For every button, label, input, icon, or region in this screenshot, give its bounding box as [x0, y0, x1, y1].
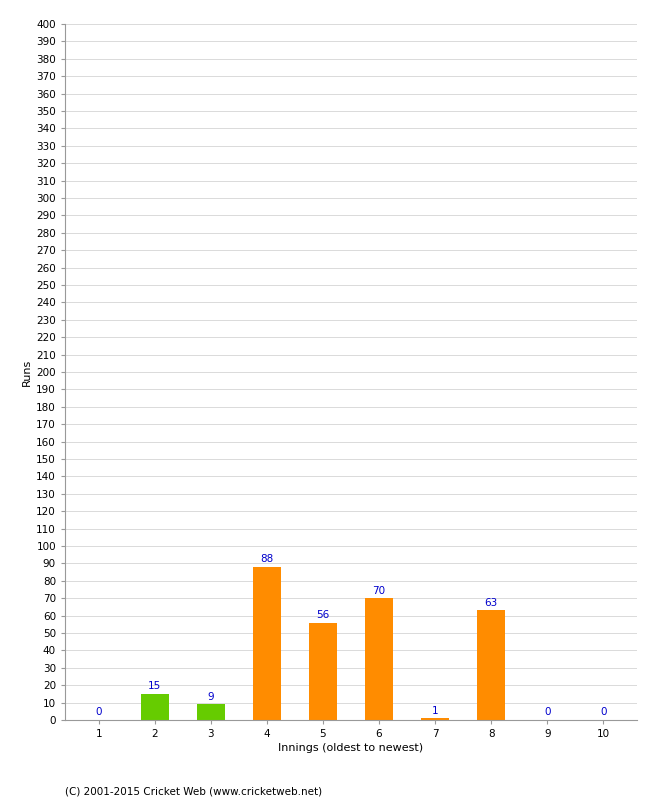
Text: 0: 0: [544, 707, 551, 718]
Bar: [197, 704, 225, 720]
Text: 0: 0: [600, 707, 606, 718]
Text: 70: 70: [372, 586, 385, 595]
Bar: [477, 610, 505, 720]
Text: 15: 15: [148, 682, 161, 691]
Bar: [309, 622, 337, 720]
Text: (C) 2001-2015 Cricket Web (www.cricketweb.net): (C) 2001-2015 Cricket Web (www.cricketwe…: [65, 786, 322, 796]
Text: 63: 63: [484, 598, 498, 608]
Bar: [140, 694, 169, 720]
Text: 56: 56: [317, 610, 330, 620]
Text: 88: 88: [260, 554, 274, 564]
Text: 1: 1: [432, 706, 439, 716]
Text: 0: 0: [96, 707, 102, 718]
Bar: [365, 598, 393, 720]
X-axis label: Innings (oldest to newest): Innings (oldest to newest): [278, 743, 424, 753]
Bar: [253, 567, 281, 720]
Text: 9: 9: [207, 692, 214, 702]
Bar: [421, 718, 449, 720]
Y-axis label: Runs: Runs: [22, 358, 32, 386]
